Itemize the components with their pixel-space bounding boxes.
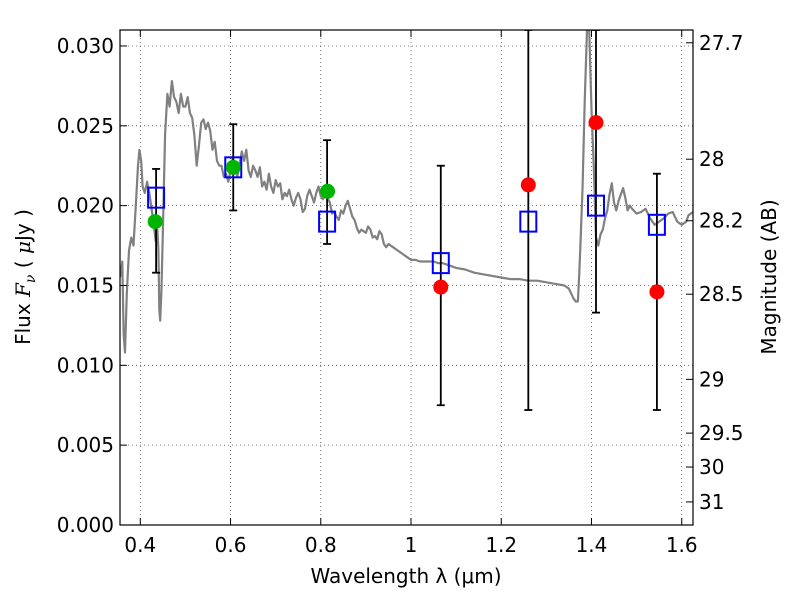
red-data-point bbox=[433, 279, 449, 295]
y-tick-label: 0.010 bbox=[57, 353, 114, 377]
green-data-point bbox=[225, 159, 241, 175]
x-tick-label: 1 bbox=[405, 533, 418, 557]
x-tick-label: 0.4 bbox=[124, 533, 156, 557]
y-tick-label: 0.025 bbox=[57, 114, 114, 138]
y-tick-label: 0.000 bbox=[57, 513, 114, 537]
y2-tick-label: 30 bbox=[699, 455, 724, 479]
y2-axis-title: Magnitude (AB) bbox=[757, 199, 781, 354]
x-tick-label: 1.2 bbox=[485, 533, 517, 557]
y-tick-label: 0.030 bbox=[57, 34, 114, 58]
y2-tick-label: 28.5 bbox=[699, 282, 744, 306]
spectrum-line bbox=[120, 30, 693, 354]
model-square-point bbox=[519, 210, 538, 233]
x-tick-label: 1.6 bbox=[666, 533, 698, 557]
y2-tick-label: 28.2 bbox=[699, 209, 744, 233]
model-square-point bbox=[431, 252, 450, 275]
y-axis-title: Flux Fν ( μJy ) bbox=[11, 209, 39, 345]
y2-tick-label: 29.5 bbox=[699, 421, 744, 445]
model-square-point bbox=[586, 194, 605, 217]
x-tick-label: 0.8 bbox=[305, 533, 337, 557]
y-tick-label: 0.020 bbox=[57, 194, 114, 218]
model-square-point bbox=[647, 213, 666, 236]
model-square-point bbox=[147, 186, 166, 209]
plot-frame bbox=[119, 29, 694, 526]
y-tick-label: 0.005 bbox=[57, 433, 114, 457]
green-data-point bbox=[320, 183, 336, 199]
model-square-point bbox=[224, 156, 243, 179]
y2-tick-label: 27.7 bbox=[699, 31, 744, 55]
y-tick-label: 0.015 bbox=[57, 273, 114, 297]
x-tick-label: 0.6 bbox=[215, 533, 247, 557]
y2-tick-label: 29 bbox=[699, 367, 724, 391]
red-data-point bbox=[649, 284, 665, 300]
red-data-point bbox=[520, 177, 536, 193]
x-tick-label: 1.4 bbox=[576, 533, 608, 557]
x-axis-title: Wavelength λ (μm) bbox=[310, 564, 501, 588]
model-square-point bbox=[318, 210, 337, 233]
y2-tick-label: 28 bbox=[699, 147, 724, 171]
axis-ticks: 0.4 0.6 0.8 1 1.2 1.4 1.6 0.000 0.005 0.010 0.015 0… bbox=[57, 30, 744, 557]
green-data-point bbox=[147, 214, 163, 230]
red-data-point bbox=[588, 115, 604, 131]
y2-tick-label: 31 bbox=[699, 490, 724, 514]
grid bbox=[120, 30, 693, 525]
plot-area bbox=[120, 30, 693, 411]
